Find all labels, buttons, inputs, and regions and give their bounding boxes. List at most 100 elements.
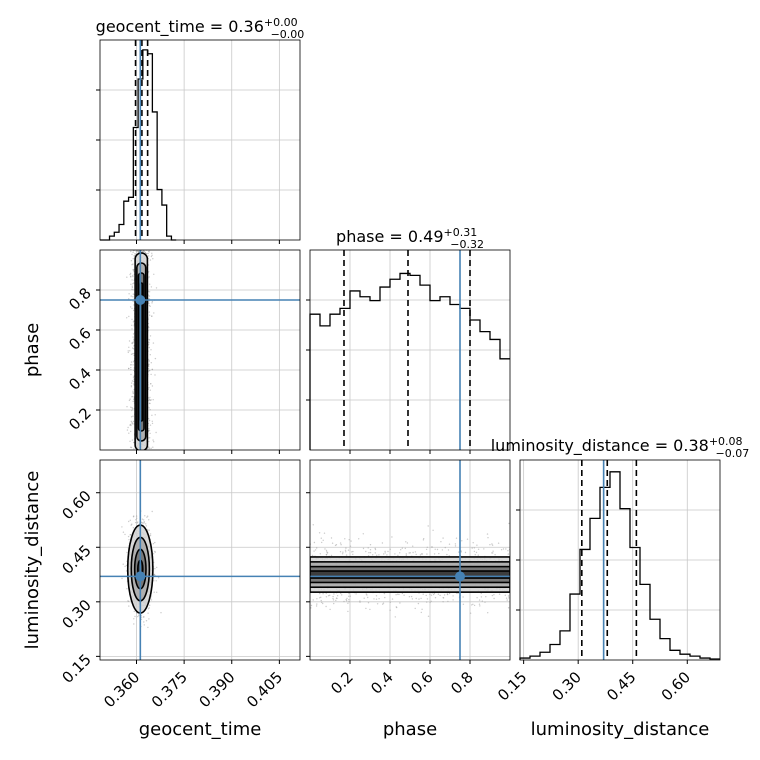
sample-point (147, 417, 150, 420)
sample-point (472, 542, 474, 544)
sample-point (150, 447, 152, 449)
sample-point (151, 252, 153, 254)
sample-point (410, 595, 413, 598)
sample-point (454, 545, 457, 547)
sample-point (408, 596, 411, 598)
sample-point (420, 611, 422, 614)
sample-point (493, 597, 495, 600)
sample-point (149, 314, 151, 316)
sample-point (333, 602, 335, 605)
sample-point (128, 432, 130, 434)
sample-point (148, 304, 151, 307)
sample-point (129, 519, 131, 521)
sample-point (132, 263, 134, 265)
sample-point (367, 596, 369, 599)
sample-point (320, 599, 322, 602)
sample-point (150, 599, 153, 601)
sample-point (508, 597, 510, 599)
sample-point (155, 287, 158, 289)
sample-point (378, 554, 380, 556)
sample-point (332, 595, 334, 598)
sample-point (130, 373, 132, 376)
contour (134, 252, 149, 450)
sample-point (147, 515, 149, 517)
sample-point (131, 279, 133, 281)
sample-point (132, 274, 134, 277)
sample-point (418, 598, 420, 600)
panel-frame (309, 459, 511, 661)
ytick-label-luminosity_distance: 0.15 (58, 650, 94, 686)
sample-point (133, 255, 135, 257)
sample-point (130, 430, 132, 433)
sample-point (142, 522, 144, 524)
sample-point (147, 626, 149, 629)
sample-point (128, 367, 130, 370)
sample-point (130, 260, 133, 262)
sample-point (464, 551, 467, 554)
sample-point (127, 600, 129, 602)
sample-point (484, 601, 486, 603)
sample-point (491, 543, 493, 545)
sample-point (345, 600, 348, 602)
sample-point (131, 318, 133, 320)
sample-point (345, 551, 347, 553)
sample-point (129, 446, 132, 448)
sample-point (146, 516, 148, 518)
contour (310, 565, 510, 584)
sample-point (403, 594, 405, 596)
sample-point (419, 554, 422, 556)
sample-point (154, 568, 156, 570)
sample-point (507, 550, 509, 552)
sample-point (347, 602, 349, 604)
sample-point (369, 544, 372, 546)
sample-point (398, 593, 400, 596)
sample-point (505, 548, 507, 550)
sample-point (132, 361, 135, 363)
sample-point (350, 540, 352, 542)
sample-point (149, 534, 152, 537)
sample-point (382, 603, 384, 605)
sample-point (504, 594, 506, 596)
sample-point (133, 338, 135, 340)
sample-point (150, 286, 153, 288)
sample-point (153, 574, 156, 576)
sample-point (423, 538, 425, 540)
sample-point (355, 593, 357, 595)
sample-point (156, 566, 158, 569)
sample-point (132, 369, 135, 371)
xlabel-geocent-time: geocent_time (139, 719, 262, 740)
sample-point (152, 258, 154, 260)
sample-point (342, 551, 344, 553)
sample-point (429, 601, 431, 604)
sample-point (433, 553, 436, 555)
sample-point (466, 538, 469, 540)
sample-point (384, 550, 386, 553)
scatter-panel-geocent_time-phase (96, 249, 301, 454)
sample-point (437, 593, 440, 595)
sample-point (332, 597, 334, 600)
sample-point (151, 368, 154, 371)
sample-point (129, 272, 132, 275)
sample-point (447, 549, 450, 551)
sample-point (133, 345, 135, 347)
sample-point (153, 580, 155, 582)
truth-point (455, 571, 465, 582)
sample-point (362, 547, 365, 550)
sample-point (152, 543, 155, 545)
xtick-label-luminosity_distance: 0.60 (658, 668, 694, 704)
sample-point (148, 365, 150, 367)
sample-point (128, 399, 131, 402)
sample-point (412, 551, 414, 554)
sample-point (125, 564, 128, 567)
sample-point (131, 523, 133, 525)
sample-point (121, 526, 123, 528)
sample-point (358, 538, 360, 540)
sample-point (448, 592, 451, 595)
sample-point (340, 544, 342, 546)
sample-point (153, 273, 155, 275)
ytick-label-phase: 0.2 (65, 404, 95, 434)
sample-point (487, 537, 489, 539)
sample-point (132, 275, 134, 278)
ytick-label-luminosity_distance: 0.45 (58, 541, 94, 577)
sample-point (133, 441, 135, 444)
